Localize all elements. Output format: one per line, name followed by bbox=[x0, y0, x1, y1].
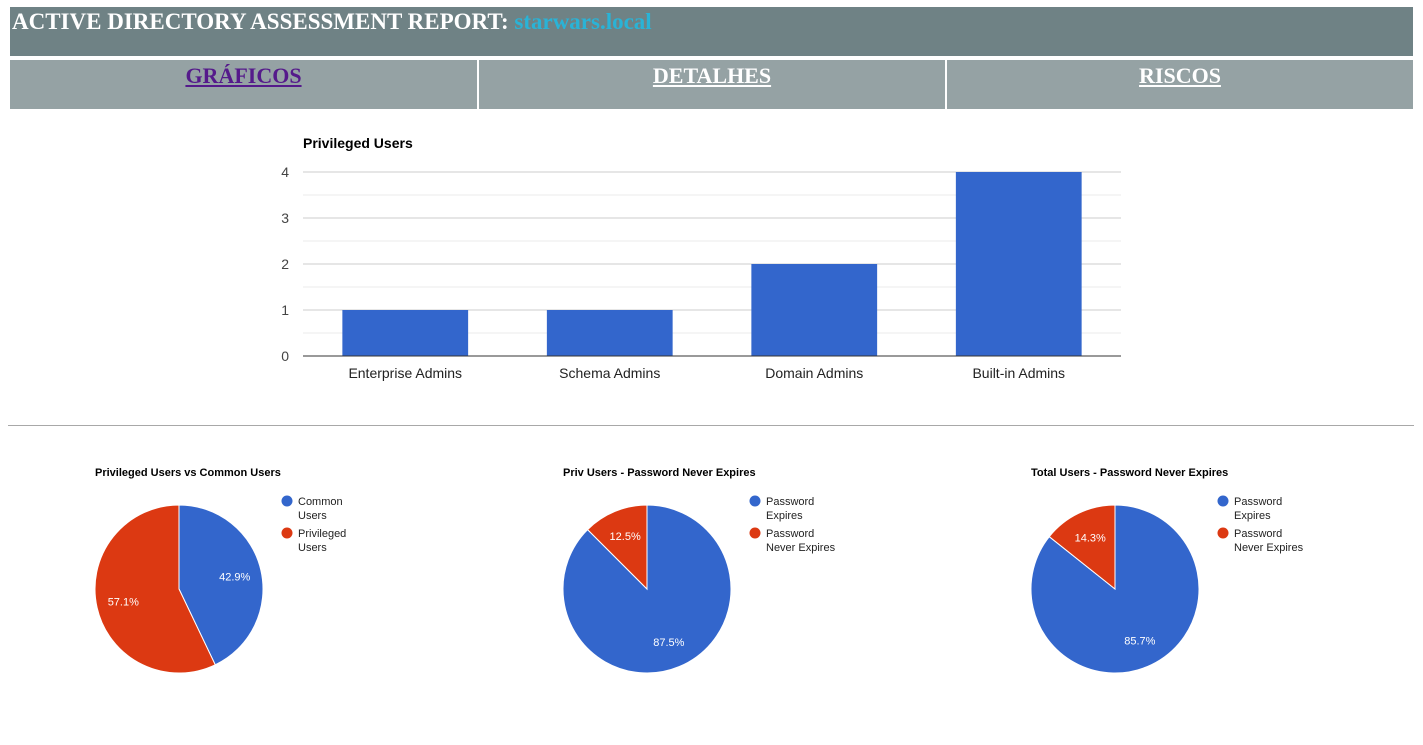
pie1-legend-marker bbox=[281, 495, 293, 507]
pie2-slice-label: 12.5% bbox=[610, 531, 641, 543]
bar-schema-admins bbox=[546, 310, 673, 356]
tab-graficos-link[interactable]: GRÁFICOS bbox=[185, 63, 302, 88]
bar-enterprise-admins bbox=[342, 310, 469, 356]
pie1-legend-marker bbox=[281, 527, 293, 539]
bar-chart-title: Privileged Users bbox=[303, 135, 413, 151]
report-domain: starwars.local bbox=[514, 9, 652, 34]
pie1-legend-label: Privileged bbox=[298, 528, 346, 540]
pie2-legend-label: Expires bbox=[766, 510, 803, 522]
tab-detalhes-link[interactable]: DETALHES bbox=[652, 63, 772, 88]
nav-bar: GRÁFICOS DETALHES RISCOS bbox=[10, 60, 1413, 109]
x-tick-label: Enterprise Admins bbox=[348, 365, 462, 381]
pie3-legend-label: Never Expires bbox=[1234, 542, 1304, 554]
x-tick-label: Schema Admins bbox=[559, 365, 660, 381]
pie2-legend-label: Password bbox=[766, 496, 814, 508]
pie3-legend-label: Password bbox=[1234, 528, 1282, 540]
pie2-legend-label: Password bbox=[766, 528, 814, 540]
pie3-slice-label: 85.7% bbox=[1124, 635, 1155, 647]
pie3-slice-label: 14.3% bbox=[1075, 533, 1106, 545]
pie1-title: Privileged Users vs Common Users bbox=[95, 467, 281, 479]
pie1-slice-label: 57.1% bbox=[108, 597, 139, 609]
pie2-legend-label: Never Expires bbox=[766, 542, 836, 554]
y-tick-label: 3 bbox=[281, 210, 289, 226]
pie3-title: Total Users - Password Never Expires bbox=[1031, 467, 1228, 479]
pie3-legend-marker bbox=[1217, 527, 1229, 539]
pie1-slice-label: 42.9% bbox=[219, 571, 250, 583]
pie2-legend-marker bbox=[749, 495, 761, 507]
pie1-legend-label: Common bbox=[298, 496, 343, 508]
pie3-slice-b bbox=[1048, 504, 1116, 591]
y-tick-label: 2 bbox=[281, 256, 289, 272]
bar-domain-admins bbox=[751, 264, 878, 356]
bar-built-in-admins bbox=[955, 172, 1082, 356]
x-tick-label: Built-in Admins bbox=[972, 365, 1065, 381]
pie2-title: Priv Users - Password Never Expires bbox=[563, 467, 756, 479]
report-title-text: ACTIVE DIRECTORY ASSESSMENT REPORT: bbox=[12, 9, 509, 34]
pie2-legend-marker bbox=[749, 527, 761, 539]
pie2-slice-b bbox=[586, 504, 648, 591]
pie1-legend-label: Users bbox=[298, 510, 327, 522]
pie3-legend-label: Password bbox=[1234, 496, 1282, 508]
section-divider bbox=[8, 425, 1414, 426]
y-tick-label: 0 bbox=[281, 348, 289, 364]
pie2-slice-label: 87.5% bbox=[653, 637, 684, 649]
tab-riscos: RISCOS bbox=[945, 60, 1413, 109]
x-tick-label: Domain Admins bbox=[765, 365, 863, 381]
report-header: ACTIVE DIRECTORY ASSESSMENT REPORT: star… bbox=[10, 7, 1413, 56]
report-title: ACTIVE DIRECTORY ASSESSMENT REPORT: star… bbox=[12, 9, 652, 35]
tab-graficos: GRÁFICOS bbox=[10, 60, 477, 109]
pie1-slice-a bbox=[178, 504, 264, 666]
pie3-legend-marker bbox=[1217, 495, 1229, 507]
tab-riscos-link[interactable]: RISCOS bbox=[1139, 63, 1221, 88]
pie3-legend-label: Expires bbox=[1234, 510, 1271, 522]
tab-detalhes: DETALHES bbox=[477, 60, 945, 109]
y-tick-label: 4 bbox=[281, 164, 289, 180]
pie1-slice-b bbox=[94, 504, 216, 674]
y-tick-label: 1 bbox=[281, 302, 289, 318]
pie1-legend-label: Users bbox=[298, 542, 327, 554]
